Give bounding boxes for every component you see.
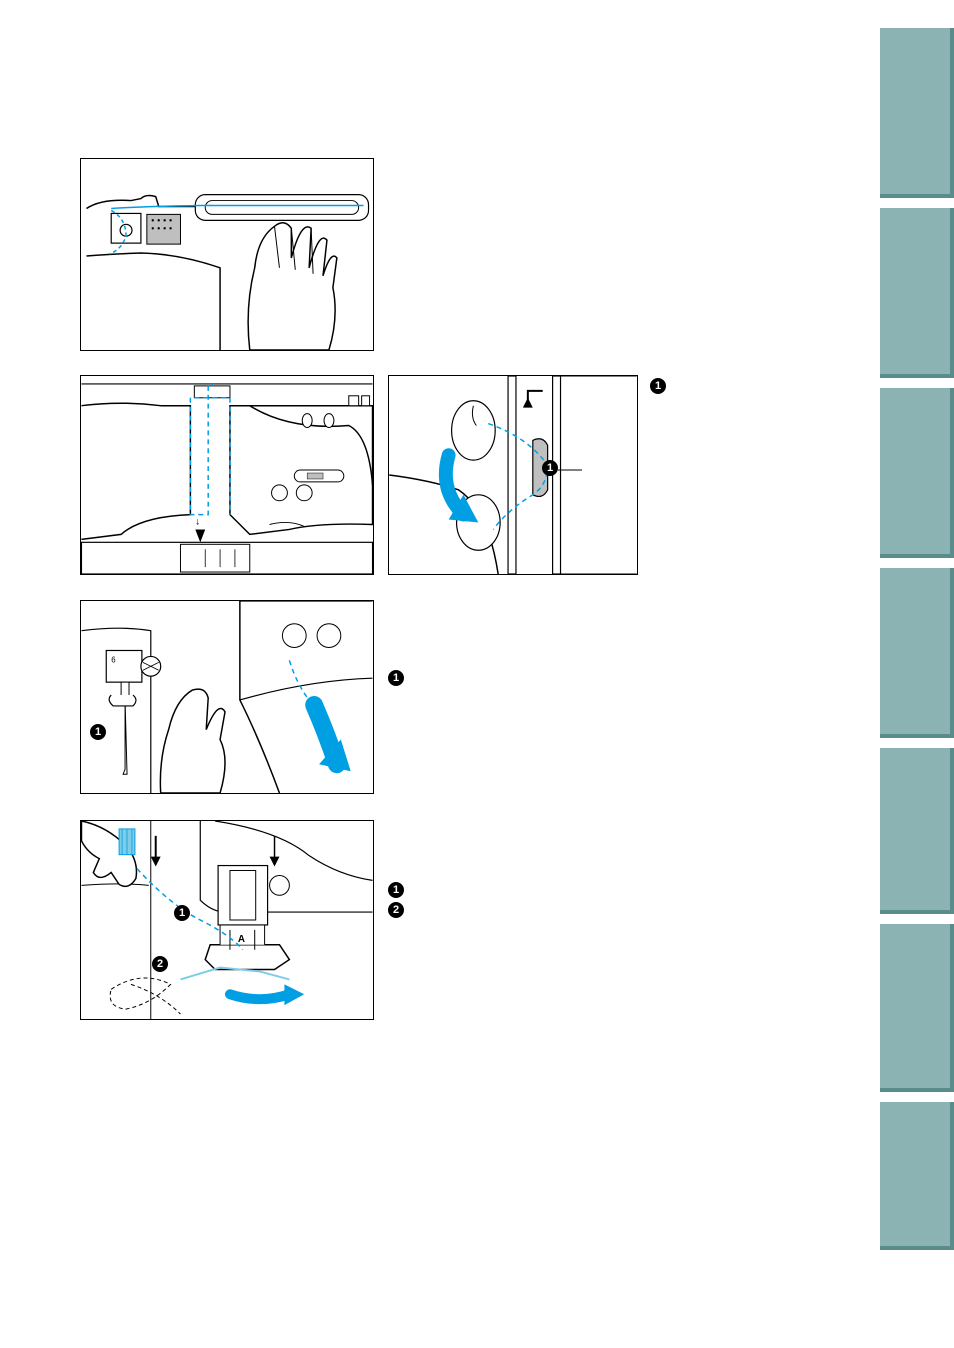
figure-4: 6 — [80, 600, 374, 794]
figure-1 — [80, 158, 374, 351]
side-tab — [880, 924, 954, 1092]
figure-3 — [388, 375, 638, 575]
callout-2-fig5: 2 — [388, 902, 404, 918]
side-tab — [880, 568, 954, 738]
svg-text:6: 6 — [111, 655, 116, 664]
callout-1-fig5: 1 — [388, 882, 404, 898]
svg-text:A: A — [238, 934, 245, 945]
side-tabs — [880, 28, 954, 1260]
side-tab — [880, 28, 954, 198]
svg-text:↓: ↓ — [195, 517, 200, 528]
inner-callout-1-fig4: 1 — [90, 724, 106, 740]
document-page: ↓ 1 1 — [0, 0, 954, 1348]
inner-callout-1-fig5: 1 — [174, 905, 190, 921]
figure-5: A — [80, 820, 374, 1020]
side-tab — [880, 1102, 954, 1250]
side-tab — [880, 208, 954, 378]
callout-1-fig4: 1 — [388, 670, 404, 686]
leader-line — [552, 466, 582, 476]
callout-1-fig3: 1 — [650, 378, 666, 394]
figure-2: ↓ — [80, 375, 374, 575]
side-tab — [880, 388, 954, 558]
side-tab — [880, 748, 954, 914]
inner-callout-2-fig5: 2 — [152, 956, 168, 972]
